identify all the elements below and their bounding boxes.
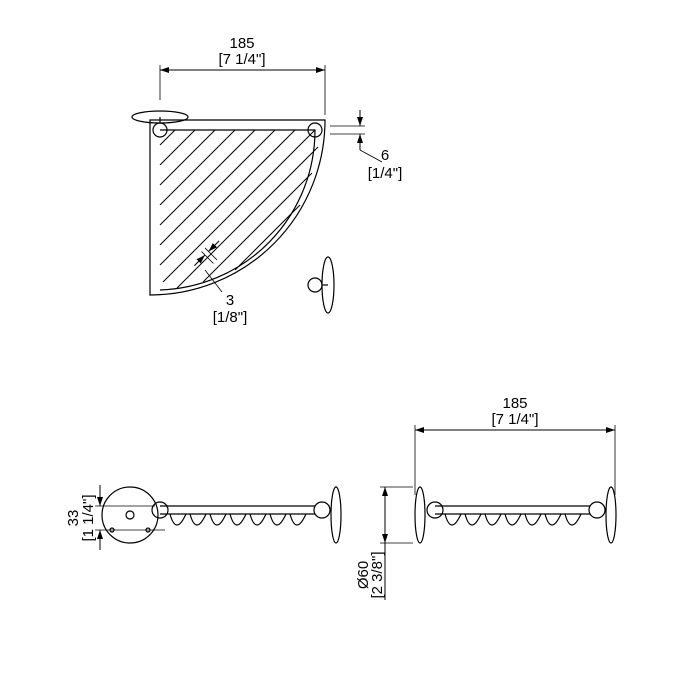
front-right-view: 185 [7 1/4"] Ø60 [2 3/8"] — [355, 395, 616, 600]
dim-depth-in: [7 1/4"] — [491, 411, 538, 428]
dim-width-mm: 185 — [229, 35, 254, 52]
dim-height-in: [1 1/4"] — [80, 494, 97, 541]
technical-drawing: 185 [7 1/4"] 6 [1/4"] 3 [1/8"] 33 — [0, 0, 700, 700]
basket-loops — [170, 514, 306, 525]
dim-wire-spacing-mm: 6 — [381, 147, 389, 164]
dim-rosette-in: [2 3/8"] — [369, 551, 386, 598]
top-view: 185 [7 1/4"] 6 [1/4"] 3 [1/8"] — [132, 35, 402, 326]
basket-loops-2 — [445, 514, 581, 525]
dim-wire-thick-mm: 3 — [226, 292, 234, 309]
dim-wire-thick-in: [1/8"] — [213, 309, 248, 326]
dim-depth-mm: 185 — [502, 395, 527, 412]
dim-wire-spacing-in: [1/4"] — [368, 165, 403, 182]
dim-width-in: [7 1/4"] — [218, 51, 265, 68]
front-left-view: 33 [1 1/4"] — [65, 485, 341, 550]
